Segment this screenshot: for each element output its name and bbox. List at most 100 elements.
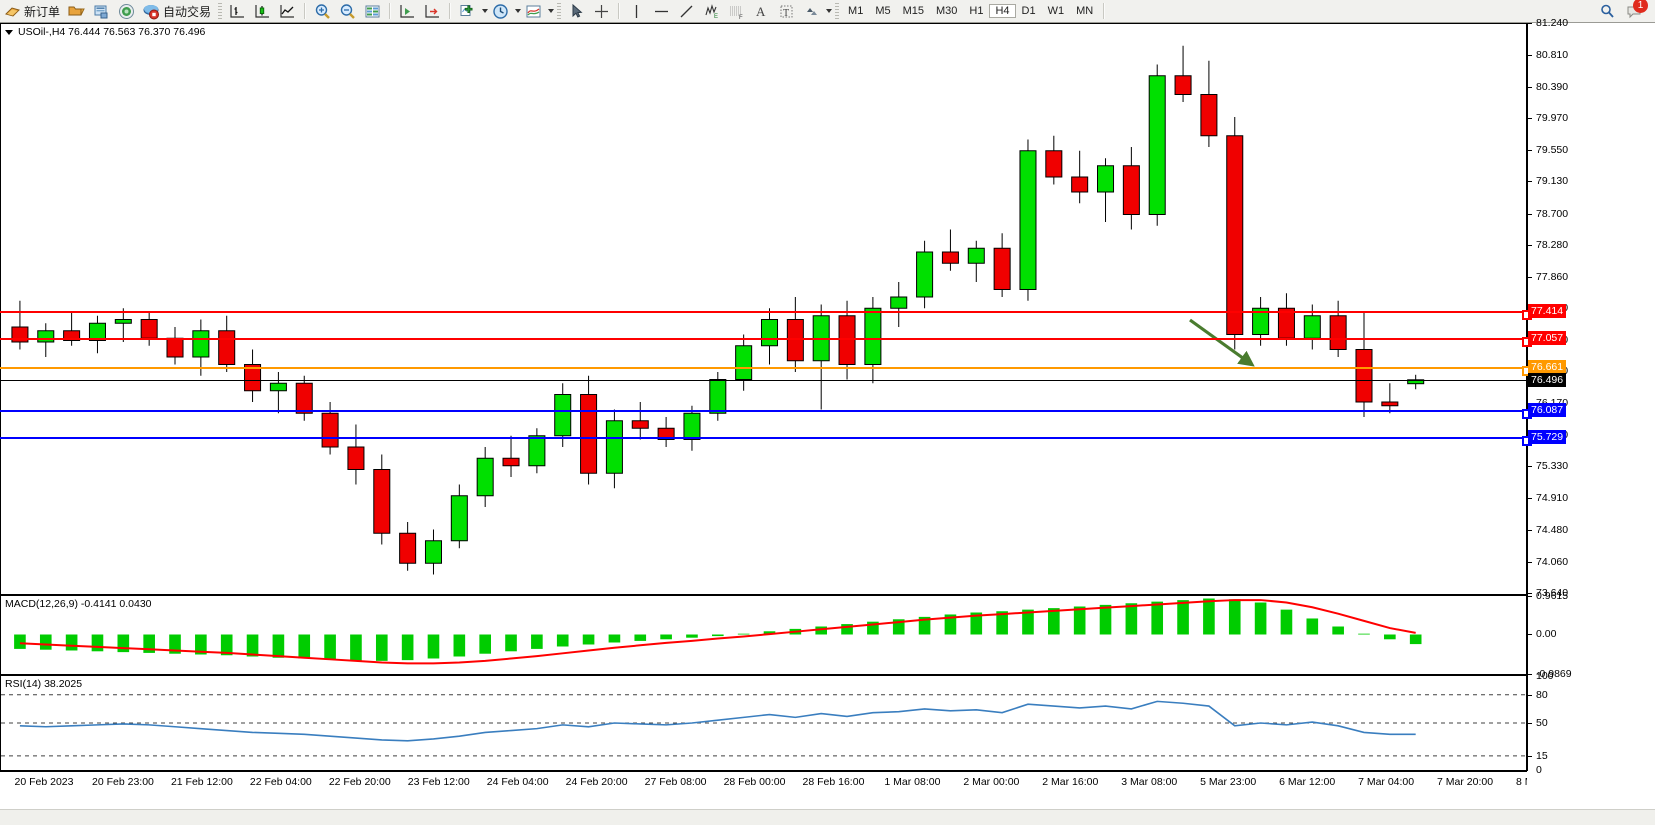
notification-icon[interactable]: 1	[1626, 0, 1648, 20]
time-axis-label: 2 Mar 16:00	[1042, 776, 1099, 788]
svg-text:F: F	[739, 15, 743, 20]
price-pane[interactable]: USOil-,H4 76.444 76.563 76.370 76.496	[0, 23, 1527, 595]
text-label-icon[interactable]: T	[774, 1, 799, 21]
bar-chart-icon[interactable]	[225, 1, 250, 21]
shapes-chevron-down-icon[interactable]	[826, 9, 833, 13]
templates-chevron-down-icon[interactable]	[548, 9, 555, 13]
chart-container[interactable]: USOil-,H4 76.444 76.563 76.370 76.496 MA…	[0, 17, 1655, 825]
price-level-line-75.729[interactable]	[0, 436, 1532, 447]
auto-scroll-icon[interactable]	[420, 1, 445, 21]
autotrading-button[interactable]: 自动交易	[139, 1, 215, 21]
zoom-out-icon[interactable]	[335, 1, 360, 21]
axis-tick-label: 81.240	[1536, 17, 1569, 29]
timeframe-h4[interactable]: H4	[989, 4, 1016, 18]
timeframe-h1[interactable]: H1	[969, 5, 984, 17]
timeframe-m30[interactable]: M30	[936, 5, 958, 17]
macd-axis-tick-label: 0.9615	[1536, 590, 1569, 602]
toolbar-grip-2[interactable]	[557, 3, 562, 19]
price-level-line-77.057[interactable]	[0, 336, 1532, 347]
axis-tick-label: 80.390	[1536, 80, 1569, 93]
toolbar-separator-2	[389, 3, 392, 19]
data-window-icon[interactable]	[360, 1, 385, 21]
period-chevron-down-icon[interactable]	[515, 9, 522, 13]
templates-icon[interactable]	[521, 1, 546, 21]
rsi-plot	[1, 694, 1526, 757]
toolbar-grip[interactable]	[218, 3, 223, 19]
toolbar-right-group: 1	[1599, 0, 1655, 20]
rsi-axis-tick	[1527, 723, 1532, 724]
status-bar	[0, 809, 1655, 825]
period-clock-icon[interactable]	[488, 1, 513, 21]
shapes-icon[interactable]	[799, 1, 824, 21]
svg-text:T: T	[783, 8, 789, 19]
autotrading-label: 自动交易	[163, 4, 212, 19]
autotrading-icon	[143, 3, 160, 20]
folder-icon[interactable]	[64, 1, 89, 21]
axis-tick-label: 79.550	[1536, 143, 1569, 156]
rsi-label: RSI(14) 38.2025	[5, 678, 83, 690]
horizontal-line-icon[interactable]	[649, 1, 674, 21]
price-level-line-76.496[interactable]	[0, 379, 1527, 381]
macd-pane[interactable]: MACD(12,26,9) -0.4141 0.0430	[0, 595, 1527, 675]
price-tag-pivot[interactable]: 76.661	[1528, 360, 1567, 375]
axis-tick	[1527, 149, 1532, 151]
crosshair-icon[interactable]	[589, 1, 614, 21]
axis-tick-label: 78.700	[1536, 207, 1569, 220]
terminal-icon[interactable]	[89, 1, 114, 21]
toolbar-separator-5	[1103, 3, 1106, 19]
candlestick-icon[interactable]	[250, 1, 275, 21]
timeframe-m15[interactable]: M15	[902, 5, 924, 17]
axis-tick-label: 74.910	[1536, 491, 1569, 504]
rsi-pane[interactable]: RSI(14) 38.2025	[0, 675, 1527, 771]
price-tag-support[interactable]: 75.729	[1528, 430, 1567, 445]
timeframe-m1[interactable]: M1	[848, 5, 864, 17]
time-axis-label: 21 Feb 12:00	[170, 776, 233, 788]
price-level-line-76.661[interactable]	[0, 366, 1532, 377]
add-indicator-chevron-down-icon[interactable]	[482, 9, 489, 13]
rsi-axis-tick-label: 100	[1536, 670, 1554, 682]
timeframe-d1[interactable]: D1	[1021, 5, 1036, 17]
chart-menu-caret-icon[interactable]	[5, 29, 13, 35]
timeframe-mn[interactable]: MN	[1076, 5, 1094, 17]
price-tag-support[interactable]: 76.087	[1528, 403, 1567, 418]
navigator-icon[interactable]	[114, 1, 139, 21]
zoom-in-icon[interactable]	[310, 1, 335, 21]
rsi-axis-tick	[1527, 755, 1532, 757]
rsi-axis-tick-label: 15	[1536, 749, 1548, 762]
trendline-icon[interactable]	[674, 1, 699, 21]
time-axis-label: 3 Mar 08:00	[1121, 776, 1178, 788]
price-axis[interactable]: 81.240 80.810 80.390 79.970 79.550 79.130 78.7…	[1527, 17, 1655, 824]
axis-line	[1527, 23, 1528, 771]
price-level-line-77.414[interactable]	[0, 309, 1532, 320]
text-icon[interactable]: A	[749, 1, 774, 21]
axis-tick-label: 80.810	[1536, 49, 1569, 62]
fibonacci-icon[interactable]: F	[724, 1, 749, 21]
time-axis-label: 23 Feb 12:00	[407, 776, 470, 788]
axis-tick-label: 77.860	[1536, 270, 1569, 283]
svg-text:A: A	[756, 4, 766, 19]
axis-tick	[1527, 497, 1532, 499]
axis-tick-label: 79.130	[1536, 175, 1569, 188]
vertical-line-icon[interactable]	[624, 1, 649, 21]
toolbar-grip-3[interactable]	[835, 3, 840, 19]
add-indicator-icon[interactable]	[455, 1, 480, 21]
new-order-button[interactable]: 新订单	[0, 1, 64, 21]
axis-tick	[1527, 181, 1532, 183]
time-axis[interactable]: 20 Feb 2023 20 Feb 23:00 21 Feb 12:00 22 Fe…	[0, 771, 1572, 792]
timeframe-m5[interactable]: M5	[875, 5, 891, 17]
timeframe-w1[interactable]: W1	[1047, 5, 1065, 17]
elliott-icon[interactable]: E	[699, 1, 724, 21]
search-icon[interactable]	[1599, 3, 1616, 20]
price-tag-resistance[interactable]: 77.057	[1528, 330, 1567, 345]
time-axis-label: 2 Mar 00:00	[963, 776, 1020, 788]
line-chart-icon[interactable]	[275, 1, 300, 21]
time-axis-label: 22 Feb 04:00	[249, 776, 312, 788]
shift-start-icon[interactable]	[395, 1, 420, 21]
price-level-line-76.087[interactable]	[0, 409, 1532, 420]
time-axis-label: 7 Mar 04:00	[1358, 776, 1415, 788]
price-tag-current-price[interactable]: 76.496	[1528, 372, 1567, 387]
cursor-icon[interactable]	[564, 1, 589, 21]
price-tag-resistance[interactable]: 77.414	[1528, 303, 1567, 318]
axis-tick-label: 73.640	[1536, 587, 1569, 599]
